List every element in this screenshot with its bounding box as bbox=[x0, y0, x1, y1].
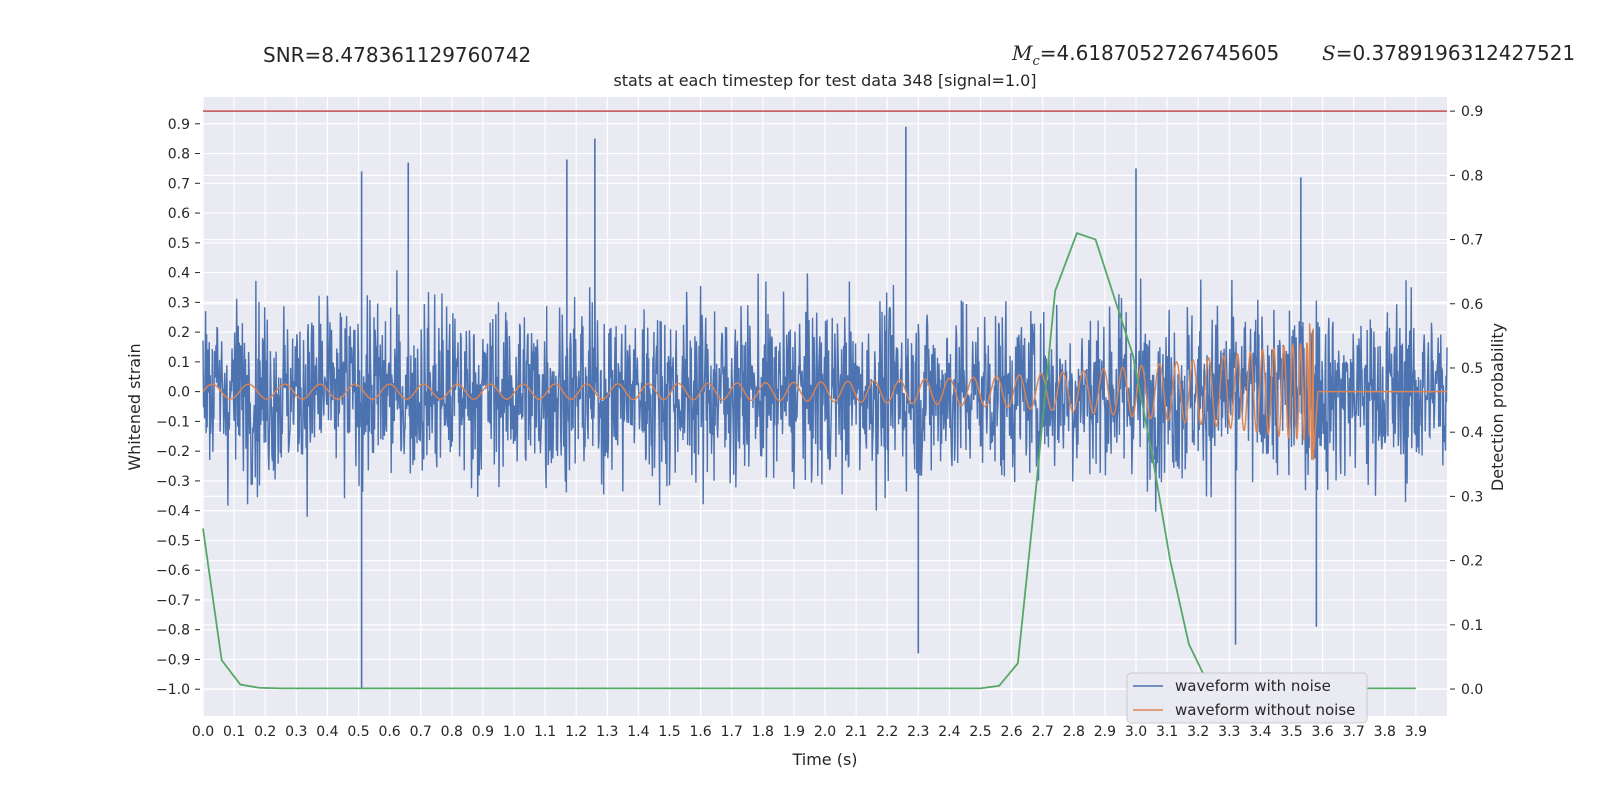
x-tick-label: 3.9 bbox=[1405, 724, 1427, 740]
legend: waveform with noise waveform without noi… bbox=[1126, 672, 1368, 724]
chart-title: stats at each timestep for test data 348… bbox=[613, 71, 1037, 90]
y2-tick-label: 0.2 bbox=[1461, 554, 1483, 570]
chirp-mass-value: =4.6187052726745605 bbox=[1039, 41, 1280, 65]
x-axis-label: Time (s) bbox=[791, 750, 857, 769]
x-tick-label: 1.2 bbox=[565, 724, 587, 740]
x-tick-label: 2.3 bbox=[907, 724, 929, 740]
x-tick-label: 3.8 bbox=[1374, 724, 1396, 740]
x-tick-label: 3.0 bbox=[1125, 724, 1147, 740]
y-tick-label: 0.0 bbox=[168, 385, 190, 401]
x-tick-label: 3.2 bbox=[1187, 724, 1209, 740]
x-tick-label: 1.6 bbox=[689, 724, 711, 740]
x-tick-label: 1.1 bbox=[534, 724, 556, 740]
x-tick-label: 0.0 bbox=[192, 724, 214, 740]
y2-tick-label: 0.3 bbox=[1461, 489, 1483, 505]
x-tick-label: 3.3 bbox=[1218, 724, 1240, 740]
chirp-mass-symbol: M bbox=[1012, 41, 1033, 65]
x-tick-label: 0.5 bbox=[347, 724, 369, 740]
x-tick-label: 0.7 bbox=[410, 724, 432, 740]
y-tick-label: 0.8 bbox=[168, 147, 190, 163]
x-tick-label: 0.1 bbox=[223, 724, 245, 740]
x-tick-label: 2.0 bbox=[814, 724, 836, 740]
x-tick-label: 0.9 bbox=[472, 724, 494, 740]
x-tick-label: 0.2 bbox=[254, 724, 276, 740]
x-tick-label: 0.3 bbox=[285, 724, 307, 740]
spin-value: =0.3789196312427521 bbox=[1335, 41, 1576, 65]
y2-tick-label: 0.9 bbox=[1461, 104, 1483, 120]
x-tick-label: 1.5 bbox=[658, 724, 680, 740]
y-tick-label: 0.7 bbox=[168, 176, 190, 192]
x-tick-label: 3.7 bbox=[1343, 724, 1365, 740]
y-axis-label: Whitened strain bbox=[125, 343, 144, 470]
y-tick-label: 0.9 bbox=[168, 117, 190, 133]
y-tick-label: 0.1 bbox=[168, 355, 190, 371]
y2-tick-labels: 0.9 0.8 0.7 0.6 0.5 0.4 0.3 0.2 0.1 0.0 bbox=[1450, 104, 1483, 698]
x-tick-label: 3.1 bbox=[1156, 724, 1178, 740]
noise-waveform-line bbox=[202, 270, 1448, 517]
y-tick-label: −0.2 bbox=[156, 444, 190, 460]
x-tick-label: 2.9 bbox=[1094, 724, 1116, 740]
y-tick-label: −0.7 bbox=[156, 593, 190, 609]
y-tick-label: −1.0 bbox=[156, 682, 190, 698]
clean-waveform-line bbox=[202, 323, 1447, 461]
x-tick-label: 2.8 bbox=[1063, 724, 1085, 740]
y2-tick-label: 0.7 bbox=[1461, 233, 1483, 249]
y-tick-label: 0.4 bbox=[168, 266, 190, 282]
x-tick-label: 1.4 bbox=[627, 724, 649, 740]
y-tick-label: −0.5 bbox=[156, 533, 190, 549]
y-tick-label: −0.1 bbox=[156, 414, 190, 430]
y-tick-label: 0.2 bbox=[168, 325, 190, 341]
legend-box bbox=[1126, 672, 1368, 724]
y-tick-labels: 0.9 0.8 0.7 0.6 0.5 0.4 0.3 0.2 0.1 0.0 −0.1 −0.2 −0… bbox=[156, 117, 200, 698]
chirp-mass-subscript: c bbox=[1032, 54, 1040, 69]
y-tick-label: 0.5 bbox=[168, 236, 190, 252]
y2-tick-label: 0.4 bbox=[1461, 425, 1483, 441]
x-tick-label: 1.0 bbox=[503, 724, 525, 740]
legend-label-clean: waveform without noise bbox=[1175, 701, 1355, 719]
y2-tick-label: 0.0 bbox=[1461, 682, 1483, 698]
snr-annotation: SNR=8.478361129760742 bbox=[263, 43, 532, 67]
y2-axis-label: Detection probability bbox=[1488, 323, 1507, 491]
spin-symbol: S bbox=[1322, 41, 1336, 65]
x-tick-label: 0.6 bbox=[378, 724, 400, 740]
y-tick-label: −0.4 bbox=[156, 504, 190, 520]
x-tick-label: 3.5 bbox=[1280, 724, 1302, 740]
y2-tick-label: 0.8 bbox=[1461, 168, 1483, 184]
clean-waveform-series bbox=[202, 323, 1447, 461]
x-tick-label: 2.1 bbox=[845, 724, 867, 740]
y-tick-label: 0.3 bbox=[168, 295, 190, 311]
detection-probability-series bbox=[202, 231, 1416, 690]
y2-tick-label: 0.5 bbox=[1461, 361, 1483, 377]
x-tick-label: 0.8 bbox=[441, 724, 463, 740]
chirp-mass-annotation: Mc=4.6187052726745605 bbox=[1012, 41, 1279, 69]
y-tick-label: −0.9 bbox=[156, 652, 190, 668]
detection-probability-line bbox=[202, 231, 1416, 690]
y2-tick-label: 0.1 bbox=[1461, 618, 1483, 634]
x-tick-label: 1.3 bbox=[596, 724, 618, 740]
y2-tick-label: 0.6 bbox=[1461, 297, 1483, 313]
x-tick-label: 1.7 bbox=[721, 724, 743, 740]
y-tick-label: −0.6 bbox=[156, 563, 190, 579]
x-tick-label: 2.7 bbox=[1032, 724, 1054, 740]
x-tick-label: 2.6 bbox=[1000, 724, 1022, 740]
x-tick-label: 1.8 bbox=[752, 724, 774, 740]
x-tick-label: 0.4 bbox=[316, 724, 338, 740]
y-tick-label: 0.6 bbox=[168, 206, 190, 222]
x-tick-label: 2.2 bbox=[876, 724, 898, 740]
x-tick-label: 3.6 bbox=[1311, 724, 1333, 740]
x-tick-label: 2.4 bbox=[938, 724, 960, 740]
x-tick-label: 3.4 bbox=[1249, 724, 1271, 740]
x-tick-labels: 0.0 0.1 0.2 0.3 0.4 0.5 0.6 0.7 0.8 0.9 1.0 1.1 1.2 1… bbox=[192, 724, 1427, 740]
legend-label-noise: waveform with noise bbox=[1175, 677, 1331, 695]
x-tick-label: 1.9 bbox=[783, 724, 805, 740]
x-tick-label: 2.5 bbox=[969, 724, 991, 740]
y-tick-label: −0.8 bbox=[156, 623, 190, 639]
spin-annotation: S=0.3789196312427521 bbox=[1322, 41, 1575, 65]
y-tick-label: −0.3 bbox=[156, 474, 190, 490]
